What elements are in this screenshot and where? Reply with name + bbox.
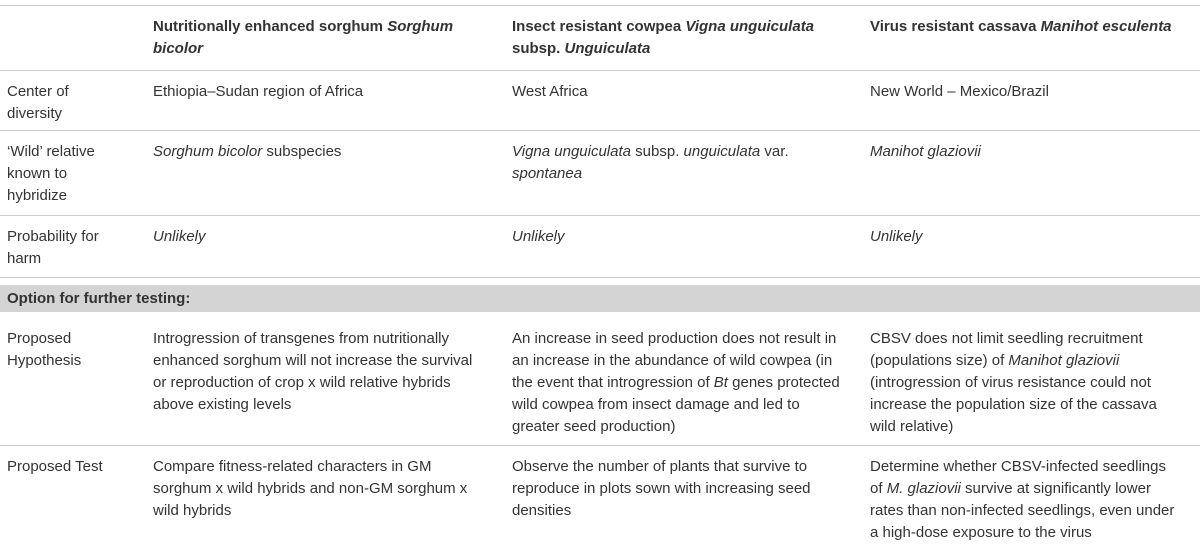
- table-cell: Introgression of transgenes from nutriti…: [146, 318, 505, 445]
- table-row: Center of diversity Ethiopia–Sudan region…: [0, 71, 1200, 131]
- table-cell: Center of diversity: [0, 71, 146, 131]
- table-cell: Observe the number of plants that surviv…: [505, 445, 863, 549]
- cell-text: Proposed Test: [7, 457, 103, 475]
- cell-text: spontanea: [512, 165, 583, 182]
- table-cell: Insect resistant cowpea Vigna unguiculat…: [505, 6, 863, 71]
- table-cell: Virus resistant cassava Manihot esculent…: [863, 6, 1200, 71]
- cell-text: Nutritionally enhanced sorghum: [153, 18, 388, 35]
- cell-text: Proposed Hypothesis: [7, 330, 82, 369]
- cell-text: subsp.: [512, 40, 565, 57]
- cell-text: Vigna unguiculata: [512, 143, 631, 160]
- section-title: Option for further testing:: [0, 285, 1200, 312]
- cell-text: Sorghum bicolor: [153, 143, 263, 160]
- cell-text: Sorghum bicolor: [153, 18, 454, 57]
- table-row: Proposed Test Compare fitness-related cha…: [0, 445, 1200, 549]
- cell-text: CBSV does not limit seedling recruitment…: [870, 330, 1143, 369]
- table-row: ‘Wild’ relative known to hybridize Sorghu…: [0, 131, 1200, 216]
- table-cell: Unlikely: [863, 216, 1200, 278]
- table-cell: New World – Mexico/Brazil: [863, 71, 1200, 131]
- cell-text: Determine whether CBSV-infected seedling…: [870, 457, 1166, 497]
- cell-text: subsp.: [631, 143, 684, 160]
- cell-text: Observe the number of plants that surviv…: [512, 457, 811, 519]
- table-cell: [0, 6, 146, 71]
- cell-text: Unguiculata: [564, 40, 651, 57]
- section-cell: Option for further testing:: [0, 278, 1200, 319]
- cell-text: survive at significantly lower rates tha…: [870, 479, 1175, 541]
- cell-text: ‘Wild’ relative known to hybridize: [7, 143, 95, 204]
- table-row: Nutritionally enhanced sorghum Sorghum b…: [0, 5, 1200, 71]
- cell-text: (introgression of virus resistance could…: [870, 374, 1157, 435]
- cell-text: Vigna unguiculata: [685, 18, 815, 35]
- table-cell: West Africa: [505, 71, 863, 131]
- cell-text: Probability for harm: [7, 228, 99, 267]
- table-row: Probability for harm Unlikely Unlikely Unli…: [0, 216, 1200, 278]
- cell-text: Unlikely: [870, 228, 923, 245]
- comparison-table: Nutritionally enhanced sorghum Sorghum b…: [0, 5, 1200, 549]
- cell-text: subspecies: [262, 143, 342, 160]
- table-cell: Ethiopia–Sudan region of Africa: [146, 71, 505, 131]
- cell-text: Virus resistant cassava: [870, 18, 1041, 35]
- table-row: Proposed Hypothesis Introgression of tran…: [0, 318, 1200, 445]
- table-cell: Sorghum bicolor subspecies: [146, 131, 505, 216]
- page: Nutritionally enhanced sorghum Sorghum b…: [0, 5, 1200, 554]
- table-cell: Compare fitness-related characters in GM…: [146, 445, 505, 549]
- cell-text: Bt: [713, 374, 728, 391]
- cell-text: Ethiopia–Sudan region of Africa: [153, 83, 364, 100]
- section-row: Option for further testing:: [0, 277, 1200, 319]
- cell-text: Manihot glaziovii: [870, 143, 981, 160]
- table-cell: Unlikely: [505, 216, 863, 278]
- table-cell: Nutritionally enhanced sorghum Sorghum b…: [146, 6, 505, 71]
- table-cell: CBSV does not limit seedling recruitment…: [863, 318, 1200, 445]
- table-cell: Proposed Test: [0, 445, 146, 549]
- cell-text: Unlikely: [153, 228, 206, 245]
- cell-text: West Africa: [512, 83, 588, 100]
- table-cell: An increase in seed production does not …: [505, 318, 863, 445]
- table-cell: Vigna unguiculata subsp. unguiculata var…: [505, 131, 863, 216]
- table-cell: Unlikely: [146, 216, 505, 278]
- table-cell: Determine whether CBSV-infected seedling…: [863, 445, 1200, 549]
- cell-text: New World – Mexico/Brazil: [870, 83, 1049, 100]
- table-cell: Manihot glaziovii: [863, 131, 1200, 216]
- cell-text: M. glaziovii: [886, 479, 961, 497]
- cell-text: unguiculata: [683, 143, 761, 160]
- table-cell: Proposed Hypothesis: [0, 318, 146, 445]
- cell-text: Compare fitness-related characters in GM…: [153, 457, 468, 519]
- cell-text: An increase in seed production does not …: [512, 330, 837, 391]
- cell-text: Introgression of transgenes from nutriti…: [153, 330, 473, 413]
- table-cell: ‘Wild’ relative known to hybridize: [0, 131, 146, 216]
- cell-text: genes protected wild cowpea from insect …: [512, 374, 840, 435]
- cell-text: var.: [760, 143, 789, 160]
- table-cell: Probability for harm: [0, 216, 146, 278]
- cell-text: Center of diversity: [7, 83, 69, 122]
- cell-text: Insect resistant cowpea: [512, 18, 686, 35]
- cell-text: Unlikely: [512, 228, 565, 245]
- cell-text: Manihot glaziovii: [1008, 352, 1120, 369]
- cell-text: Manihot esculenta: [1040, 18, 1172, 35]
